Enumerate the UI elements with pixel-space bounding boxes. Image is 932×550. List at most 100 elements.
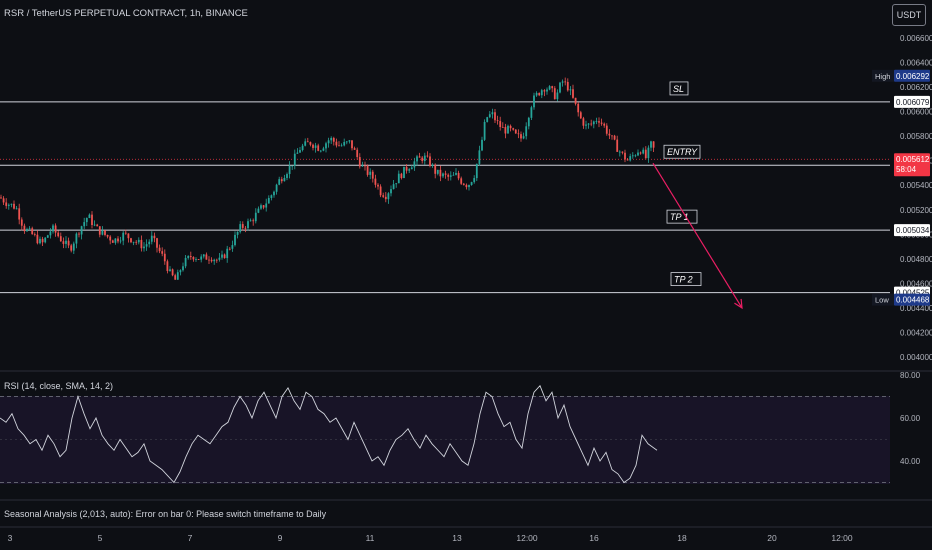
candle-body	[265, 203, 268, 208]
current-price-box	[894, 153, 930, 177]
candle-body	[309, 142, 312, 145]
rsi-indicator-label[interactable]: RSI (14, close, SMA, 14, 2)	[4, 381, 114, 391]
level-label: TP 2	[674, 275, 693, 285]
candle-body	[98, 226, 101, 235]
high-value: 0.006292	[896, 72, 930, 81]
low-value: 0.004468	[896, 296, 930, 305]
candle-body	[356, 149, 359, 158]
time-tick-label: 20	[767, 533, 777, 543]
candle-body	[390, 189, 392, 194]
candle-body	[551, 86, 554, 89]
candle-body	[200, 256, 203, 260]
candle-body	[20, 219, 23, 226]
candle-body	[566, 81, 569, 91]
candle-body	[239, 224, 242, 232]
candle-body	[322, 148, 325, 151]
candle-body	[512, 128, 515, 130]
candle-body	[15, 208, 18, 210]
candle-body	[247, 221, 249, 229]
candle-body	[161, 251, 164, 254]
candle-body	[410, 167, 413, 170]
seasonal-indicator-label[interactable]: Seasonal Analysis (2,013, auto): Error o…	[4, 509, 327, 519]
candle-body	[465, 184, 468, 188]
candle-body	[582, 118, 585, 126]
candle-body	[241, 224, 244, 228]
candle-body	[23, 225, 26, 232]
candle-body	[423, 155, 426, 162]
level-label: ENTRY	[667, 147, 698, 157]
candle-body	[166, 261, 169, 272]
rsi-tick-label: 40.00	[900, 457, 921, 466]
candle-body	[236, 231, 239, 235]
currency-button[interactable]: USDT	[892, 4, 926, 26]
candle-body	[473, 178, 476, 183]
candle-body	[228, 248, 231, 250]
candle-body	[221, 254, 223, 258]
candle-body	[70, 245, 73, 251]
candle-body	[306, 141, 309, 143]
candle-body	[587, 123, 590, 125]
level-label-box	[670, 272, 702, 286]
candle-body	[486, 117, 489, 122]
price-tick-label: 0.005200	[900, 206, 932, 215]
low-value-box	[894, 293, 930, 306]
candle-body	[548, 86, 551, 90]
candle-body	[509, 125, 512, 129]
candle-body	[624, 152, 626, 160]
candle-body	[249, 220, 252, 222]
candle-body	[31, 228, 34, 235]
candle-body	[494, 112, 496, 121]
candle-body	[374, 178, 377, 185]
candle-body	[145, 244, 148, 247]
candle-body	[88, 214, 91, 219]
candle-body	[299, 150, 301, 153]
candle-body	[340, 145, 343, 147]
candle-body	[197, 259, 200, 260]
candle-body	[39, 238, 41, 244]
candle-body	[556, 92, 559, 100]
bar-countdown: 58:04	[896, 165, 917, 174]
chart-title: RSR / TetherUS PERPETUAL CONTRACT, 1h, B…	[4, 8, 248, 19]
candle-body	[639, 152, 642, 154]
time-tick-label: 11	[366, 533, 375, 543]
candle-body	[501, 127, 504, 128]
projection-arrowhead	[734, 298, 743, 310]
candle-body	[275, 184, 278, 192]
current-price-value: 0.005612	[896, 155, 930, 164]
candle-body	[470, 182, 473, 185]
rsi-tick-label: 80.00	[900, 371, 921, 380]
projection-arrow[interactable]	[652, 162, 743, 309]
candle-body	[332, 138, 335, 142]
candle-body	[288, 165, 291, 175]
candle-body	[574, 97, 577, 104]
candle-body	[572, 89, 574, 98]
candle-body	[449, 175, 452, 177]
candle-body	[52, 225, 54, 232]
candle-body	[28, 228, 31, 230]
candle-body	[171, 269, 174, 276]
candle-body	[426, 155, 429, 157]
candle-body	[85, 218, 88, 223]
candle-body	[54, 225, 57, 233]
candle-body	[644, 149, 647, 159]
candle-body	[416, 156, 418, 162]
candle-body	[533, 95, 535, 108]
candle-body	[59, 236, 62, 242]
candle-body	[0, 197, 2, 199]
candle-body	[122, 232, 125, 241]
time-tick-label: 5	[98, 533, 103, 543]
candle-body	[202, 254, 205, 257]
candle-body	[395, 183, 398, 185]
price-tick-label: 0.006600	[900, 34, 932, 43]
candle-body	[153, 235, 156, 239]
candle-body	[283, 177, 286, 182]
candle-body	[156, 238, 158, 248]
price-tick-label: 0.004800	[900, 255, 932, 264]
candle-body	[647, 147, 650, 159]
candle-body	[637, 152, 639, 156]
candle-body	[442, 173, 444, 177]
candle-body	[475, 163, 478, 179]
candle-body	[403, 166, 405, 179]
candle-body	[540, 90, 543, 96]
